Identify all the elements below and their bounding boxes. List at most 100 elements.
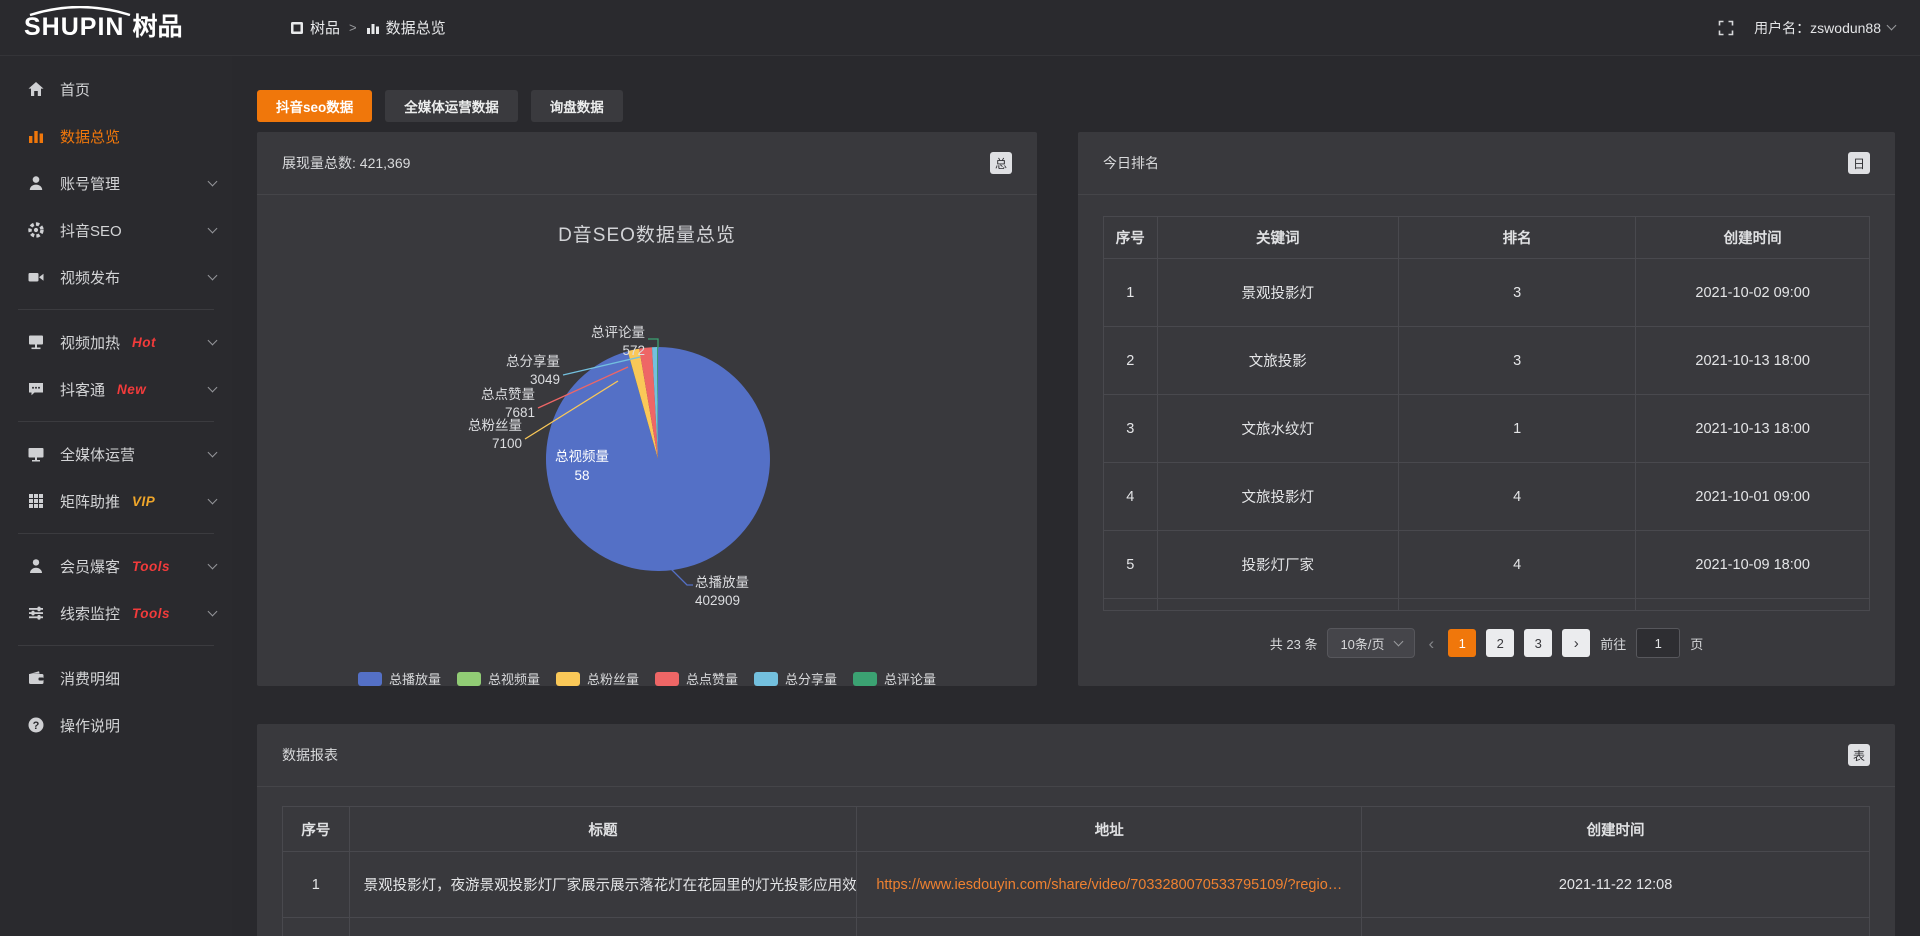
breadcrumb: 树品 > 数据总览 xyxy=(290,17,446,38)
sidebar-item-video-publish[interactable]: 视频发布 xyxy=(0,255,232,299)
chevron-down-icon xyxy=(1886,20,1897,31)
sidebar-item-douyin-seo[interactable]: 抖音SEO xyxy=(0,208,232,252)
goto-page-input[interactable] xyxy=(1636,628,1681,658)
svg-text:总分享量: 总分享量 xyxy=(506,353,560,369)
report-title-cell: 景观投影灯，夜游景观投影灯厂家展示展示落花灯在花园里的灯光投影应用效果 # xyxy=(348,851,858,918)
legend-item[interactable]: 总分享量 xyxy=(754,669,837,688)
legend-swatch xyxy=(754,671,779,686)
home-icon xyxy=(26,80,45,99)
sidebar-divider xyxy=(18,421,214,422)
prev-page-button[interactable]: ‹ xyxy=(1428,633,1435,653)
tab-media-ops-data[interactable]: 全媒体运营数据 xyxy=(385,90,518,122)
tab-douyin-seo-data[interactable]: 抖音seo数据 xyxy=(257,90,373,122)
overview-panel: 展现量总数: 421,369 总 D音SEO数据量总览 总评论量 572 总分享量 3… xyxy=(257,132,1037,688)
breadcrumb-item-home[interactable]: 树品 xyxy=(290,17,340,38)
sidebar-item-member-baoke[interactable]: 会员爆客 Tools xyxy=(0,544,232,588)
legend-item[interactable]: 总视频量 xyxy=(456,669,540,688)
screen-heat-icon xyxy=(26,333,45,352)
table-toggle-button[interactable]: 表 xyxy=(1848,744,1870,766)
hot-badge: Hot xyxy=(132,334,157,350)
sidebar-divider xyxy=(18,533,214,534)
svg-text:7100: 7100 xyxy=(492,436,522,451)
svg-text:总粉丝量: 总粉丝量 xyxy=(468,418,522,433)
grid-icon xyxy=(26,492,45,511)
chevron-down-icon xyxy=(1393,636,1403,646)
username-label: 用户名：zswodun88 xyxy=(1754,19,1881,36)
overview-panel-title: 展现量总数: 421,369 xyxy=(282,155,411,171)
pagination-total: 共 23 条 xyxy=(1269,636,1318,652)
svg-text:402909: 402909 xyxy=(695,593,740,608)
legend-item[interactable]: 总粉丝量 xyxy=(555,669,639,688)
report-table: 序号 标题 地址 创建时间 1 景观投影灯，夜游景观投影灯厂家展示展示落花灯在花… xyxy=(282,806,1870,936)
total-toggle-button[interactable]: 总 xyxy=(990,152,1012,174)
svg-text:总点赞量: 总点赞量 xyxy=(481,387,535,402)
sidebar-item-media-ops[interactable]: 全媒体运营 xyxy=(0,432,232,476)
user-menu[interactable]: 用户名：zswodun88 xyxy=(1754,18,1897,38)
brand-logo: SHUPIN 树品 xyxy=(24,6,262,40)
ranking-table: 序号 关键词 排名 创建时间 1 景观投影灯 3 2021-10-02 09:00 2… xyxy=(1103,216,1870,611)
sidebar-divider xyxy=(18,645,214,646)
legend-item[interactable]: 总评论量 xyxy=(853,669,936,688)
chart-title: D音SEO数据量总览 xyxy=(558,225,736,246)
legend-swatch xyxy=(853,671,878,686)
tools-badge: Tools xyxy=(132,558,171,574)
sidebar-item-doukertong[interactable]: 抖客通 New xyxy=(0,367,232,411)
sidebar-item-clue-monitor[interactable]: 线索监控 Tools xyxy=(0,591,232,635)
chevron-down-icon xyxy=(207,494,218,505)
breadcrumb-item-current[interactable]: 数据总览 xyxy=(366,17,446,38)
table-row: 1 景观投影灯 3 2021-10-02 09:00 xyxy=(1103,258,1870,327)
page-button-2[interactable]: 2 xyxy=(1486,629,1515,657)
sidebar-item-consume-detail[interactable]: 消费明细 xyxy=(0,656,232,700)
fullscreen-icon[interactable] xyxy=(1718,20,1734,36)
legend-swatch xyxy=(456,671,481,686)
chevron-down-icon xyxy=(207,606,218,617)
table-row-clipped xyxy=(1103,598,1870,611)
svg-text:总评论量: 总评论量 xyxy=(591,325,645,340)
legend-swatch xyxy=(357,671,382,686)
goto-label: 前往 xyxy=(1600,636,1627,652)
page-size-select[interactable]: 10条/页 xyxy=(1327,628,1415,658)
next-page-button[interactable]: › xyxy=(1562,629,1591,657)
goto-unit: 页 xyxy=(1690,636,1704,652)
tab-inquiry-data[interactable]: 询盘数据 xyxy=(530,90,623,122)
legend-swatch xyxy=(655,671,679,686)
table-header-row: 序号 关键词 排名 创建时间 xyxy=(1103,216,1870,259)
ranking-panel: 今日排名 日 序号 关键词 排名 创建时间 xyxy=(1078,132,1895,686)
ranking-panel-title: 今日排名 xyxy=(1103,155,1159,171)
page-button-1[interactable]: 1 xyxy=(1448,629,1477,657)
tools-badge: Tools xyxy=(132,605,171,621)
chevron-down-icon xyxy=(207,176,218,187)
bar-chart-icon xyxy=(26,127,45,146)
sidebar: 首页 数据总览 账号管理 抖音SEO 视频发布 视频加热 Hot 抖客通 New… xyxy=(0,56,232,936)
svg-text:?: ? xyxy=(32,720,39,732)
user-icon xyxy=(26,174,45,193)
chevron-down-icon xyxy=(207,223,218,234)
video-link[interactable]: https://www.iesdouyin.com/share/video/70… xyxy=(876,876,1343,893)
legend-item[interactable]: 总点赞量 xyxy=(655,669,738,688)
svg-text:58: 58 xyxy=(574,468,589,483)
legend-swatch xyxy=(555,671,580,686)
gear-icon xyxy=(26,221,45,240)
pagination: 共 23 条 10条/页 ‹ 1 2 3 › 前往 页 xyxy=(1078,628,1895,658)
legend-item[interactable]: 总播放量 xyxy=(357,669,441,688)
question-circle-icon: ? xyxy=(26,716,45,735)
page-button-3[interactable]: 3 xyxy=(1524,629,1553,657)
member-icon xyxy=(26,557,45,576)
sidebar-item-home[interactable]: 首页 xyxy=(0,67,232,111)
sidebar-item-matrix-boost[interactable]: 矩阵助推 VIP xyxy=(0,479,232,523)
brand-logo-text: SHUPIN xyxy=(24,6,131,40)
video-camera-icon xyxy=(26,268,45,287)
sidebar-item-account[interactable]: 账号管理 xyxy=(0,161,232,205)
main-content: 抖音seo数据 全媒体运营数据 询盘数据 展现量总数: 421,369 总 D音… xyxy=(232,56,1920,936)
svg-text:3049: 3049 xyxy=(530,372,560,387)
sidebar-item-video-heat[interactable]: 视频加热 Hot xyxy=(0,320,232,364)
table-row: 5 投影灯厂家 4 2021-10-09 18:00 xyxy=(1103,530,1870,599)
sidebar-item-data-overview[interactable]: 数据总览 xyxy=(0,114,232,158)
vip-badge: VIP xyxy=(132,493,156,509)
day-toggle-button[interactable]: 日 xyxy=(1848,152,1870,174)
sidebar-item-help[interactable]: ? 操作说明 xyxy=(0,703,232,747)
svg-text:572: 572 xyxy=(622,343,645,358)
sliders-icon xyxy=(26,604,45,623)
table-row: 4 文旅投影灯 4 2021-10-01 09:00 xyxy=(1103,462,1870,531)
